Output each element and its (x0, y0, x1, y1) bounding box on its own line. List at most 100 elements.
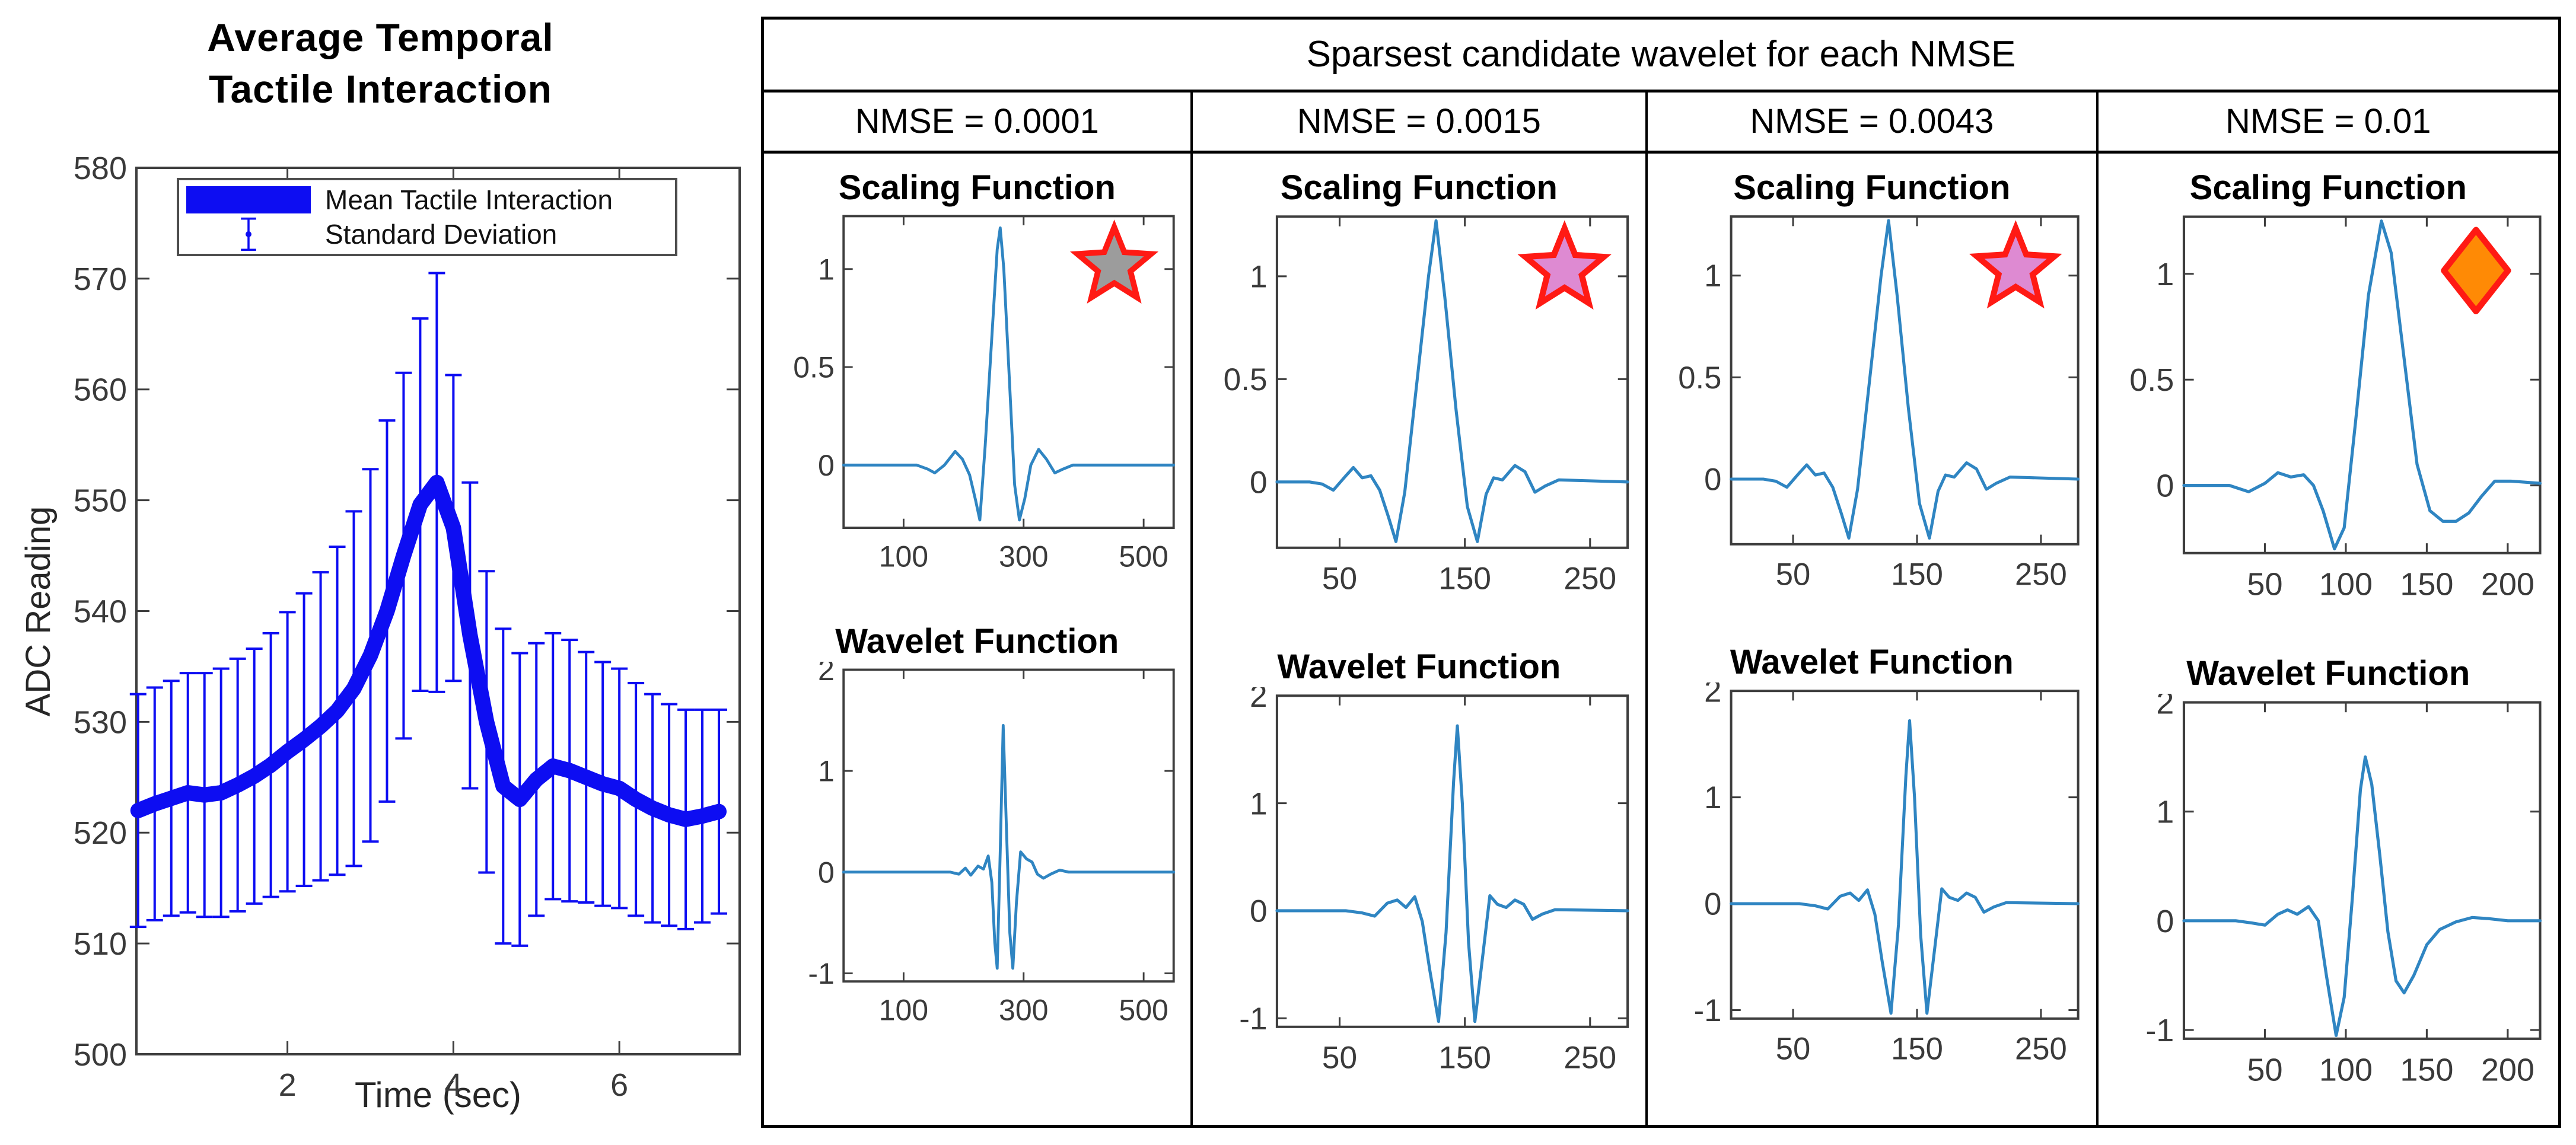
svg-text:150: 150 (1438, 1040, 1491, 1075)
svg-text:580: 580 (74, 151, 127, 186)
svg-text:2: 2 (818, 662, 835, 687)
legend-box: Mean Tactile Interaction Standard Deviat… (177, 178, 677, 256)
svg-text:0: 0 (2157, 904, 2174, 939)
svg-text:200: 200 (2481, 566, 2534, 602)
header-nmse-0.01: NMSE = 0.01 (2225, 102, 2431, 141)
svg-text:150: 150 (1891, 1032, 1943, 1067)
table-body: Scaling Function 100 300 500 0 0.5 1 Wavelet … (764, 153, 2558, 1125)
legend-row-mean: Mean Tactile Interaction (185, 183, 669, 217)
table-title: Sparsest candidate wavelet for each NMSE (764, 20, 2558, 93)
wavelet-block: Wavelet Function 50 150 250 -1 0 1 2 (1648, 628, 2096, 1103)
scaling-block: Scaling Function 50 150 250 0 0.5 1 (1648, 154, 2096, 629)
legend-label-std: Standard Deviation (325, 219, 558, 250)
blue-line-icon (186, 186, 311, 213)
scaling-title: Scaling Function (1280, 168, 1558, 207)
wavelet-block: Wavelet Function 50 150 250 -1 0 1 2 (1193, 633, 1645, 1112)
svg-text:1: 1 (2157, 256, 2174, 292)
svg-text:570: 570 (74, 261, 127, 297)
svg-text:150: 150 (2400, 1052, 2454, 1087)
svg-text:300: 300 (999, 994, 1049, 1027)
svg-text:250: 250 (2015, 557, 2067, 592)
svg-text:1: 1 (1704, 259, 1721, 294)
x-axis-label: Time (sec) (354, 1075, 522, 1115)
wavelet-title: Wavelet Function (1277, 647, 1561, 686)
scaling-plot-nmse-0.01: 50 100 150 200 0 0.5 1 (2129, 215, 2542, 602)
scaling-block: Scaling Function 100 300 500 0 0.5 1 (764, 154, 1190, 608)
svg-text:0: 0 (2157, 468, 2174, 503)
scaling-title: Scaling Function (2189, 168, 2467, 207)
svg-text:200: 200 (2481, 1052, 2534, 1087)
svg-text:2: 2 (1250, 687, 1268, 714)
svg-text:4: 4 (444, 1067, 462, 1103)
scaling-block: Scaling Function 50 100 150 200 0 0.5 1 (2099, 154, 2558, 639)
scaling-title: Scaling Function (1733, 168, 2011, 207)
svg-text:250: 250 (2015, 1032, 2067, 1067)
svg-text:2: 2 (1704, 682, 1721, 709)
svg-text:100: 100 (878, 994, 928, 1027)
svg-text:2: 2 (2157, 694, 2174, 720)
svg-text:150: 150 (1891, 557, 1943, 592)
svg-text:1: 1 (818, 755, 835, 788)
wavelet-block: Wavelet Function 50 100 150 200 -1 0 1 2 (2099, 639, 2558, 1125)
wavelet-plot-nmse-0.0015: 50 150 250 -1 0 1 2 (1239, 687, 1629, 1075)
scaling-title: Scaling Function (838, 168, 1116, 207)
svg-text:510: 510 (74, 926, 127, 962)
left-chart-title: Average Temporal Tactile Interaction (0, 12, 761, 115)
svg-text:-1: -1 (808, 957, 835, 990)
column-nmse-0.0015: Scaling Function 50 150 250 0 0.5 1 Wavelet F… (1193, 153, 1648, 1125)
svg-text:50: 50 (1776, 557, 1811, 592)
wavelet-plot-nmse-0.0001: 100 300 500 -1 0 1 2 (808, 662, 1175, 1027)
svg-text:300: 300 (999, 540, 1049, 573)
wavelet-block: Wavelet Function 100 300 500 -1 0 1 2 (764, 607, 1190, 1061)
scaling-plot-nmse-0.0043: 50 150 250 0 0.5 1 (1679, 215, 2080, 592)
svg-text:100: 100 (2319, 1052, 2373, 1087)
svg-text:0: 0 (1704, 887, 1721, 922)
legend-label-mean: Mean Tactile Interaction (325, 184, 613, 215)
wavelet-plot-nmse-0.01: 50 100 150 200 -1 0 1 2 (2146, 694, 2542, 1087)
svg-text:0: 0 (1250, 465, 1268, 500)
svg-text:6: 6 (610, 1067, 628, 1103)
mean-line-swatch (185, 186, 312, 213)
svg-text:0.5: 0.5 (1224, 362, 1268, 397)
svg-text:0.5: 0.5 (2129, 362, 2174, 398)
wavelet-plot-nmse-0.0043: 50 150 250 -1 0 1 2 (1694, 682, 2080, 1067)
wavelet-title: Wavelet Function (1730, 643, 2014, 682)
svg-text:1: 1 (1250, 259, 1268, 294)
svg-text:1: 1 (2157, 794, 2174, 830)
svg-text:100: 100 (878, 540, 928, 573)
column-nmse-0.0001: Scaling Function 100 300 500 0 0.5 1 Wavelet … (764, 153, 1193, 1125)
tactile-interaction-plot: 2 4 6 500 510 520 530 540 550 560 570 580 (74, 151, 741, 1103)
wavelet-title: Wavelet Function (2186, 653, 2470, 693)
svg-text:-1: -1 (1239, 1001, 1267, 1036)
column-nmse-0.0043: Scaling Function 50 150 250 0 0.5 1 Wavelet F… (1648, 153, 2099, 1125)
svg-text:0.5: 0.5 (1679, 360, 1722, 395)
svg-text:0: 0 (818, 856, 835, 889)
wavelet-title: Wavelet Function (835, 622, 1119, 661)
svg-text:500: 500 (1119, 994, 1168, 1027)
svg-text:2: 2 (279, 1067, 297, 1103)
svg-text:1: 1 (818, 253, 835, 286)
header-nmse-0.0015: NMSE = 0.0015 (1193, 92, 1648, 151)
svg-text:-1: -1 (1694, 993, 1722, 1028)
svg-text:500: 500 (1119, 540, 1168, 573)
svg-text:530: 530 (74, 704, 127, 740)
svg-text:1: 1 (1704, 780, 1721, 815)
svg-text:-1: -1 (2146, 1013, 2174, 1048)
table-header-row: NMSE = 0.0001 NMSE = 0.0015 NMSE = 0.004… (764, 92, 2558, 154)
svg-text:0: 0 (1250, 894, 1268, 929)
svg-text:0: 0 (1704, 462, 1721, 497)
left-chart-title-line2: Tactile Interaction (209, 67, 552, 111)
svg-text:500: 500 (74, 1037, 127, 1073)
scaling-plot-nmse-0.0015: 50 150 250 0 0.5 1 (1224, 215, 1629, 596)
svg-text:100: 100 (2319, 566, 2373, 602)
svg-text:520: 520 (74, 815, 127, 851)
legend-row-std: Standard Deviation (185, 217, 669, 251)
svg-text:560: 560 (74, 372, 127, 408)
wavelet-table: Sparsest candidate wavelet for each NMSE… (761, 17, 2561, 1128)
errorbar-glyph-icon (185, 215, 312, 253)
svg-text:1: 1 (1250, 786, 1268, 821)
svg-text:250: 250 (1564, 561, 1616, 596)
svg-text:0.5: 0.5 (793, 350, 835, 384)
svg-text:550: 550 (74, 483, 127, 519)
